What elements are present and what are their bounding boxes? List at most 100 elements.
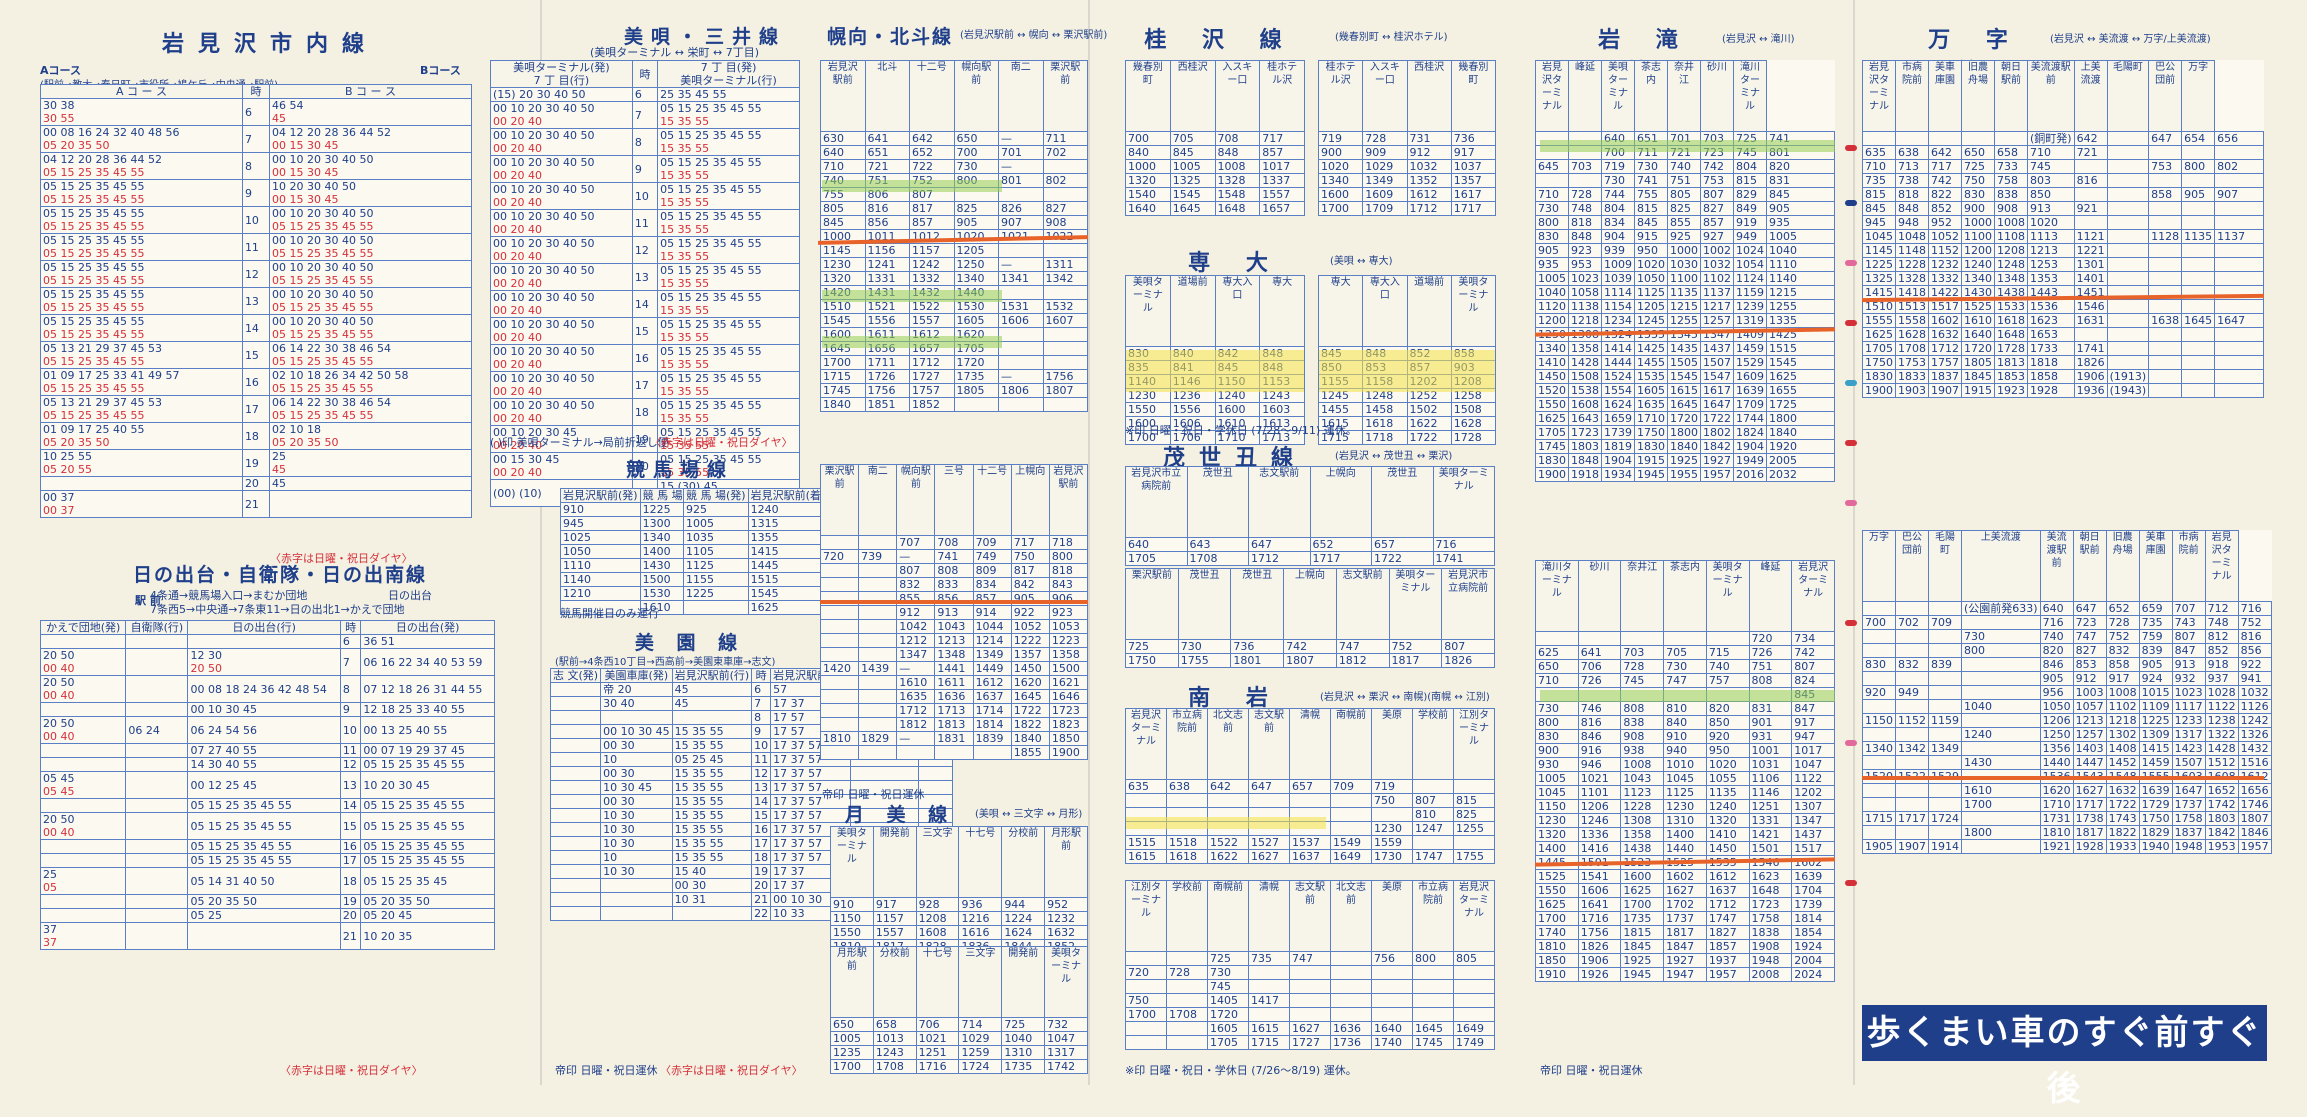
table-row: 1005 1023 1039 1050 1100 1102 1124 1140 <box>1535 271 1835 286</box>
table-row: 710 721 722 730— <box>820 159 1088 174</box>
column-header: 道場前 <box>1169 275 1216 347</box>
time-cell: 820 <box>1705 701 1750 716</box>
time-cell: 917 <box>2105 671 2140 686</box>
table-row: 845 856 857 905 907 908 <box>820 215 1088 230</box>
time-cell: 05 13 21 29 37 45 53 05 15 25 35 45 55 <box>40 341 243 369</box>
time-cell: 750 <box>1961 173 1995 188</box>
column-header: 美唄ターミナル <box>1388 568 1443 640</box>
time-cell: 1538 <box>1568 383 1602 398</box>
time-cell <box>1042 327 1088 342</box>
time-cell: 1215 <box>1667 299 1701 314</box>
time-cell: 808 <box>1748 673 1793 688</box>
time-cell <box>2106 187 2150 202</box>
column-header: 南二 <box>858 464 898 536</box>
time-cell: 919 <box>1733 215 1767 230</box>
tsukimi-table: 美唄ターミナル 開発前 三文字 十七号 分校前 月形駅前 910 917 928 936 944 95… <box>830 826 1088 954</box>
time-cell: 45 <box>269 476 472 491</box>
time-cell: 8 <box>241 152 271 180</box>
time-cell: 1704 <box>1791 883 1835 898</box>
time-cell: 910 <box>1663 729 1707 744</box>
time-cell <box>998 187 1044 202</box>
time-cell: 1605 <box>1634 383 1668 398</box>
time-cell: 1015 <box>2138 685 2173 700</box>
time-cell: 730 <box>1663 659 1707 674</box>
table-row: 1715 1717 1724 1731 1738 1743 1750 1758 1803 1807 <box>1862 811 2272 826</box>
time-cell: 1522 <box>909 299 955 314</box>
time-cell: 730 <box>953 159 999 174</box>
time-cell: 00 10 20 30 40 50 00 20 40 <box>490 371 633 399</box>
time-cell <box>1125 1021 1167 1036</box>
time-cell: 742 <box>1283 639 1337 654</box>
time-cell: 2032 <box>1766 467 1835 482</box>
time-cell: 1008 <box>1994 215 2028 230</box>
time-cell: 1838 <box>1748 925 1793 940</box>
time-cell: 05 15 25 35 45 55 <box>360 839 495 854</box>
time-cell: 05 15 25 35 45 55 <box>187 812 341 840</box>
time-cell: 1640 <box>1961 327 1995 342</box>
time-cell <box>1895 131 1929 146</box>
time-cell <box>125 757 189 772</box>
bibai-mitsui-title: 美唄・三井線 <box>623 26 786 48</box>
column-header: 巴公団前 <box>2148 60 2183 132</box>
time-cell: 716 <box>2237 601 2272 616</box>
time-cell: 1045 <box>1535 785 1579 800</box>
time-cell: 1705 <box>1125 551 1188 566</box>
time-cell: 1720 <box>953 355 999 370</box>
time-cell: 9 <box>631 155 659 183</box>
time-cell: 1450 <box>1010 661 1050 676</box>
time-cell: 1455 <box>1634 355 1668 370</box>
time-cell: 6 <box>631 87 659 102</box>
table-row: 1905 1907 1914 1921 1928 1933 1940 1948 1953 1957 <box>1862 839 2272 854</box>
time-cell: 1225 <box>2138 713 2173 728</box>
time-cell: 1458 <box>1362 402 1408 417</box>
time-cell <box>1330 951 1372 966</box>
time-cell: 1722 <box>1371 551 1434 566</box>
time-cell: 1310 <box>1663 813 1707 828</box>
time-cell: 1717 <box>2072 797 2107 812</box>
table-row: 1700 1716 1735 1737 1747 1758 1814 <box>1535 911 1835 926</box>
time-cell: 1920 <box>1766 439 1835 454</box>
time-cell: 825 <box>1453 807 1495 822</box>
time-cell: 1713 <box>934 703 974 718</box>
table-row: 00 10 20 30 40 50 00 20 40 17 05 15 25 35 4… <box>490 371 800 399</box>
time-cell: 801 <box>998 173 1044 188</box>
time-cell: 1106 <box>1748 771 1793 786</box>
table-row: 1700 1708 1716 1724 1735 1742 <box>830 1059 1088 1074</box>
time-cell <box>2214 173 2264 188</box>
table-row: 05 15 25 35 45 55 05 15 25 35 45 55 13 00 1… <box>40 287 472 315</box>
time-cell: 755 <box>1634 187 1668 202</box>
time-cell: 817 <box>909 201 955 216</box>
time-cell: 840 <box>1125 145 1171 160</box>
time-cell: 830 <box>1862 657 1896 672</box>
time-cell <box>2148 299 2183 314</box>
table-row: 05 13 21 29 37 45 53 05 15 25 35 45 55 15 0… <box>40 341 472 369</box>
time-cell: 1800 <box>1961 825 2041 840</box>
time-cell <box>1166 793 1208 808</box>
time-cell: 953 <box>1568 257 1602 272</box>
time-cell: 19 <box>241 449 271 477</box>
time-cell: 05 15 25 35 45 55 <box>187 839 341 854</box>
column-header: 分校前 <box>872 946 917 1018</box>
nangan-table: 岩見沢ターミナル 市立病院前 北文志前 志文駅前 清幌 南幌前 美原 学校前 江別ターミナル 63… <box>1125 708 1495 864</box>
time-cell <box>2214 355 2264 370</box>
time-cell: 1641 <box>1577 897 1622 912</box>
table-row: 1705 1708 1712 1717 1722 1741 <box>1125 551 1495 566</box>
time-cell: 17 37 57 <box>770 766 851 781</box>
table-row: 719 728 731 736 <box>1317 131 1497 146</box>
time-cell: 949 <box>1895 685 1929 700</box>
time-cell: 721 <box>864 159 910 174</box>
time-cell: 1712 <box>1248 551 1311 566</box>
time-cell: 736 <box>1230 639 1285 654</box>
time-cell: 728 <box>2105 615 2140 630</box>
time-cell: 658 <box>1994 145 2028 160</box>
time-cell: 728 <box>1362 131 1408 146</box>
time-cell: 812 <box>2204 629 2239 644</box>
time-cell: 1417 <box>1248 993 1290 1008</box>
time-cell <box>2214 383 2264 398</box>
time-cell: 1615 <box>1125 849 1167 864</box>
time-cell: 6 <box>339 634 362 649</box>
time-cell: 2024 <box>1791 967 1835 982</box>
table-row: 1750 1753 1757 1805 1813 1818 1826 <box>1862 355 2264 370</box>
column-header: 市立病院前 <box>1166 708 1208 780</box>
time-cell: 652 <box>2105 601 2140 616</box>
